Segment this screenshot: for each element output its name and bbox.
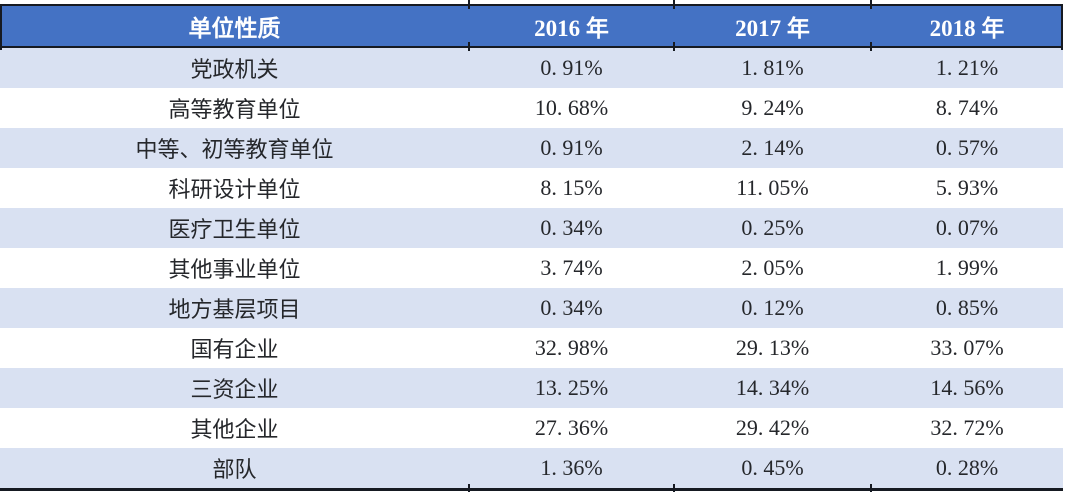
table-row: 高等教育单位 10. 68% 9. 24% 8. 74% [0, 88, 1063, 128]
row-label: 三资企业 [190, 377, 279, 402]
value-2018: 32. 72% [930, 415, 1004, 440]
column-tick [870, 484, 872, 492]
value-2016: 10. 68% [534, 95, 609, 120]
table-row: 中等、初等教育单位 0. 91% 2. 14% 0. 57% [0, 128, 1063, 168]
value-2016: 13. 25% [534, 375, 609, 400]
value-2016: 32. 98% [534, 335, 609, 360]
value-2016: 0. 34% [540, 295, 603, 320]
row-label: 党政机关 [190, 57, 279, 82]
value-2018: 1. 21% [935, 55, 999, 80]
value-2018: 5. 93% [935, 175, 999, 200]
value-2016: 0. 91% [540, 55, 603, 80]
row-label: 部队 [212, 457, 257, 482]
value-2016: 27. 36% [534, 415, 609, 440]
value-2017: 2. 14% [741, 135, 804, 160]
table-row: 党政机关 0. 91% 1. 81% 1. 21% [0, 48, 1063, 88]
row-label: 其他事业单位 [168, 257, 301, 282]
value-2017: 29. 42% [735, 415, 810, 440]
column-tick [468, 484, 470, 492]
row-label: 地方基层项目 [168, 297, 301, 322]
table-row: 国有企业 32. 98% 29. 13% 33. 07% [0, 328, 1063, 368]
value-2018: 0. 07% [935, 215, 999, 240]
table-row: 医疗卫生单位 0. 34% 0. 25% 0. 07% [0, 208, 1063, 248]
value-2018: 8. 74% [935, 95, 999, 120]
header-unit-type: 单位性质 [188, 16, 281, 41]
column-tick [468, 0, 470, 9]
table-header-row: 单位性质 2016 年 2017 年 2018 年 [0, 6, 1063, 48]
row-label: 其他企业 [190, 417, 279, 442]
header-year-2017: 2017 年 [735, 16, 810, 41]
table-row: 三资企业 13. 25% 14. 34% 14. 56% [0, 368, 1063, 408]
value-2017: 1. 81% [741, 55, 804, 80]
row-label: 中等、初等教育单位 [135, 137, 334, 162]
value-2017: 0. 12% [741, 295, 804, 320]
row-label: 国有企业 [190, 337, 279, 362]
table-row: 科研设计单位 8. 15% 11. 05% 5. 93% [0, 168, 1063, 208]
table-row: 地方基层项目 0. 34% 0. 12% 0. 85% [0, 288, 1063, 328]
value-2018: 0. 28% [935, 455, 999, 480]
column-tick [673, 42, 675, 51]
value-2016: 8. 15% [540, 175, 603, 200]
value-2016: 1. 36% [540, 455, 603, 480]
header-right-edge-mark [1061, 4, 1063, 50]
value-2018: 33. 07% [930, 335, 1004, 360]
value-2016: 0. 34% [540, 215, 603, 240]
column-tick [870, 42, 872, 51]
value-2018: 14. 56% [930, 375, 1004, 400]
column-tick [673, 0, 675, 9]
value-2017: 0. 45% [741, 455, 804, 480]
row-label: 高等教育单位 [168, 97, 301, 122]
value-2016: 0. 91% [540, 135, 603, 160]
column-tick [673, 484, 675, 492]
value-2018: 1. 99% [935, 255, 999, 280]
header-year-2016: 2016 年 [534, 16, 609, 41]
value-2016: 3. 74% [540, 255, 603, 280]
header-year-2018: 2018 年 [929, 16, 1005, 41]
value-2017: 9. 24% [741, 95, 804, 120]
value-2018: 0. 57% [935, 135, 999, 160]
value-2017: 0. 25% [741, 215, 804, 240]
table-row: 部队 1. 36% 0. 45% 0. 28% [0, 448, 1063, 488]
value-2018: 0. 85% [935, 295, 999, 320]
value-2017: 2. 05% [741, 255, 804, 280]
value-2017: 29. 13% [735, 335, 810, 360]
row-label: 医疗卫生单位 [168, 217, 301, 242]
value-2017: 14. 34% [735, 375, 810, 400]
header-left-edge-mark [0, 4, 2, 50]
row-label: 科研设计单位 [168, 177, 301, 202]
column-tick [870, 0, 872, 9]
table-row: 其他事业单位 3. 74% 2. 05% 1. 99% [0, 248, 1063, 288]
table-row: 其他企业 27. 36% 29. 42% 32. 72% [0, 408, 1063, 448]
value-2017: 11. 05% [736, 175, 809, 200]
column-tick [468, 42, 470, 51]
